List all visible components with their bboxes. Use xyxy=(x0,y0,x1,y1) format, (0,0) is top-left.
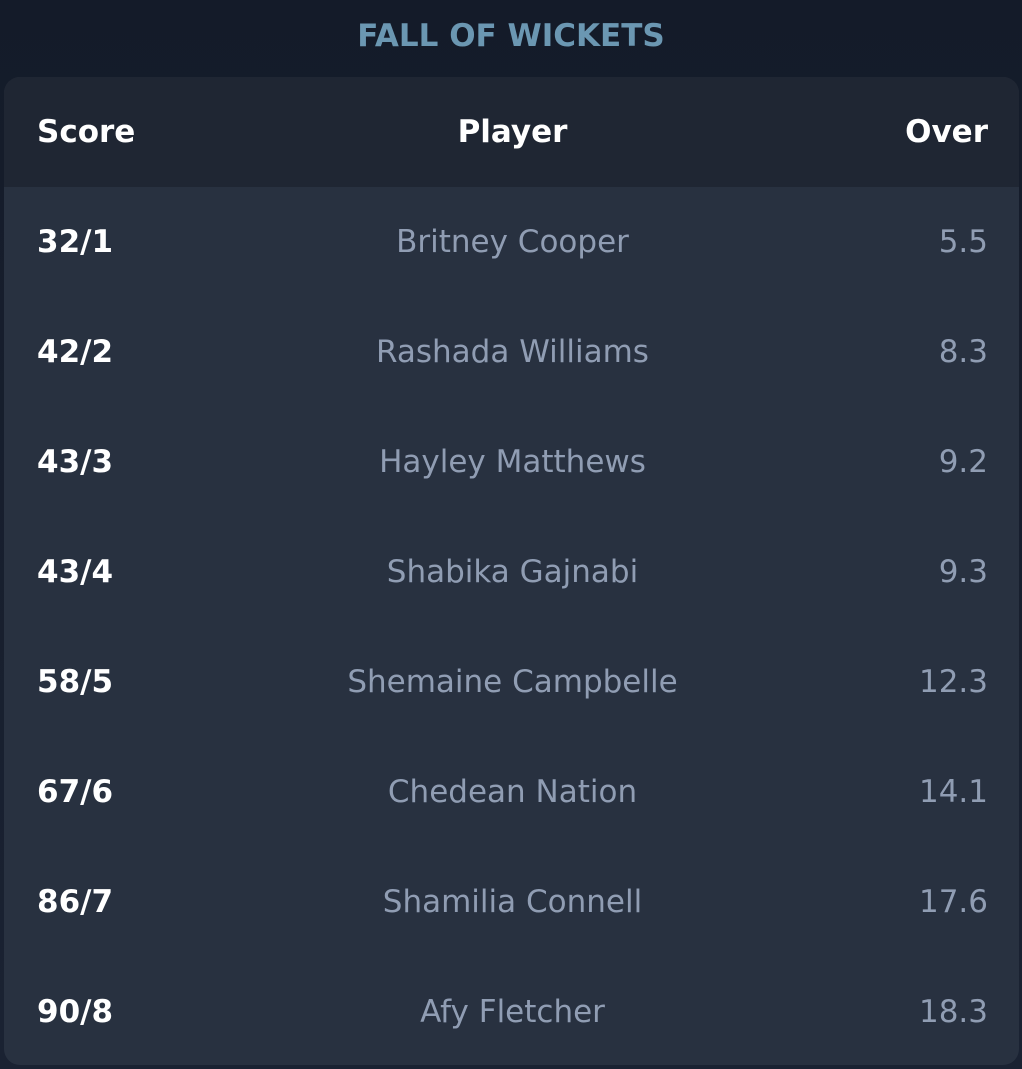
row-player: Shabika Gajnabi xyxy=(386,554,639,590)
column-header-over: Over xyxy=(905,114,988,150)
row-player: Afy Fletcher xyxy=(420,994,605,1030)
table-row: 90/8 Afy Fletcher 18.3 xyxy=(4,957,1019,1065)
row-over: 8.3 xyxy=(938,334,988,370)
row-score: 43/4 xyxy=(37,554,114,590)
table-row: 67/6 Chedean Nation 14.1 xyxy=(4,737,1019,847)
row-player: Shamilia Connell xyxy=(382,884,643,920)
table-row: 43/4 Shabika Gajnabi 9.3 xyxy=(4,517,1019,627)
row-player: Rashada Williams xyxy=(376,334,649,370)
row-over: 9.2 xyxy=(938,444,988,480)
fall-of-wickets-table: Score Player Over 32/1 Britney Cooper 5.… xyxy=(4,77,1019,1065)
row-score: 90/8 xyxy=(37,994,114,1030)
row-over: 5.5 xyxy=(938,224,988,260)
row-player: Shemaine Campbelle xyxy=(347,664,678,700)
table-row: 43/3 Hayley Matthews 9.2 xyxy=(4,407,1019,517)
row-over: 17.6 xyxy=(918,884,988,920)
row-score: 86/7 xyxy=(37,884,114,920)
row-score: 58/5 xyxy=(37,664,114,700)
row-player: Hayley Matthews xyxy=(379,444,646,480)
table-row: 42/2 Rashada Williams 8.3 xyxy=(4,297,1019,407)
row-score: 32/1 xyxy=(37,224,114,260)
table-row: 32/1 Britney Cooper 5.5 xyxy=(4,187,1019,297)
column-header-player: Player xyxy=(457,114,568,150)
table-header: Score Player Over xyxy=(4,77,1019,187)
row-player: Britney Cooper xyxy=(396,224,629,260)
row-over: 14.1 xyxy=(918,774,988,810)
row-over: 9.3 xyxy=(938,554,988,590)
table-row: 86/7 Shamilia Connell 17.6 xyxy=(4,847,1019,957)
section-title: FALL OF WICKETS xyxy=(357,18,665,54)
row-score: 43/3 xyxy=(37,444,114,480)
row-over: 18.3 xyxy=(918,994,988,1030)
row-score: 67/6 xyxy=(37,774,114,810)
row-over: 12.3 xyxy=(918,664,988,700)
table-row: 58/5 Shemaine Campbelle 12.3 xyxy=(4,627,1019,737)
row-score: 42/2 xyxy=(37,334,114,370)
column-header-score: Score xyxy=(37,114,136,150)
row-player: Chedean Nation xyxy=(387,774,638,810)
